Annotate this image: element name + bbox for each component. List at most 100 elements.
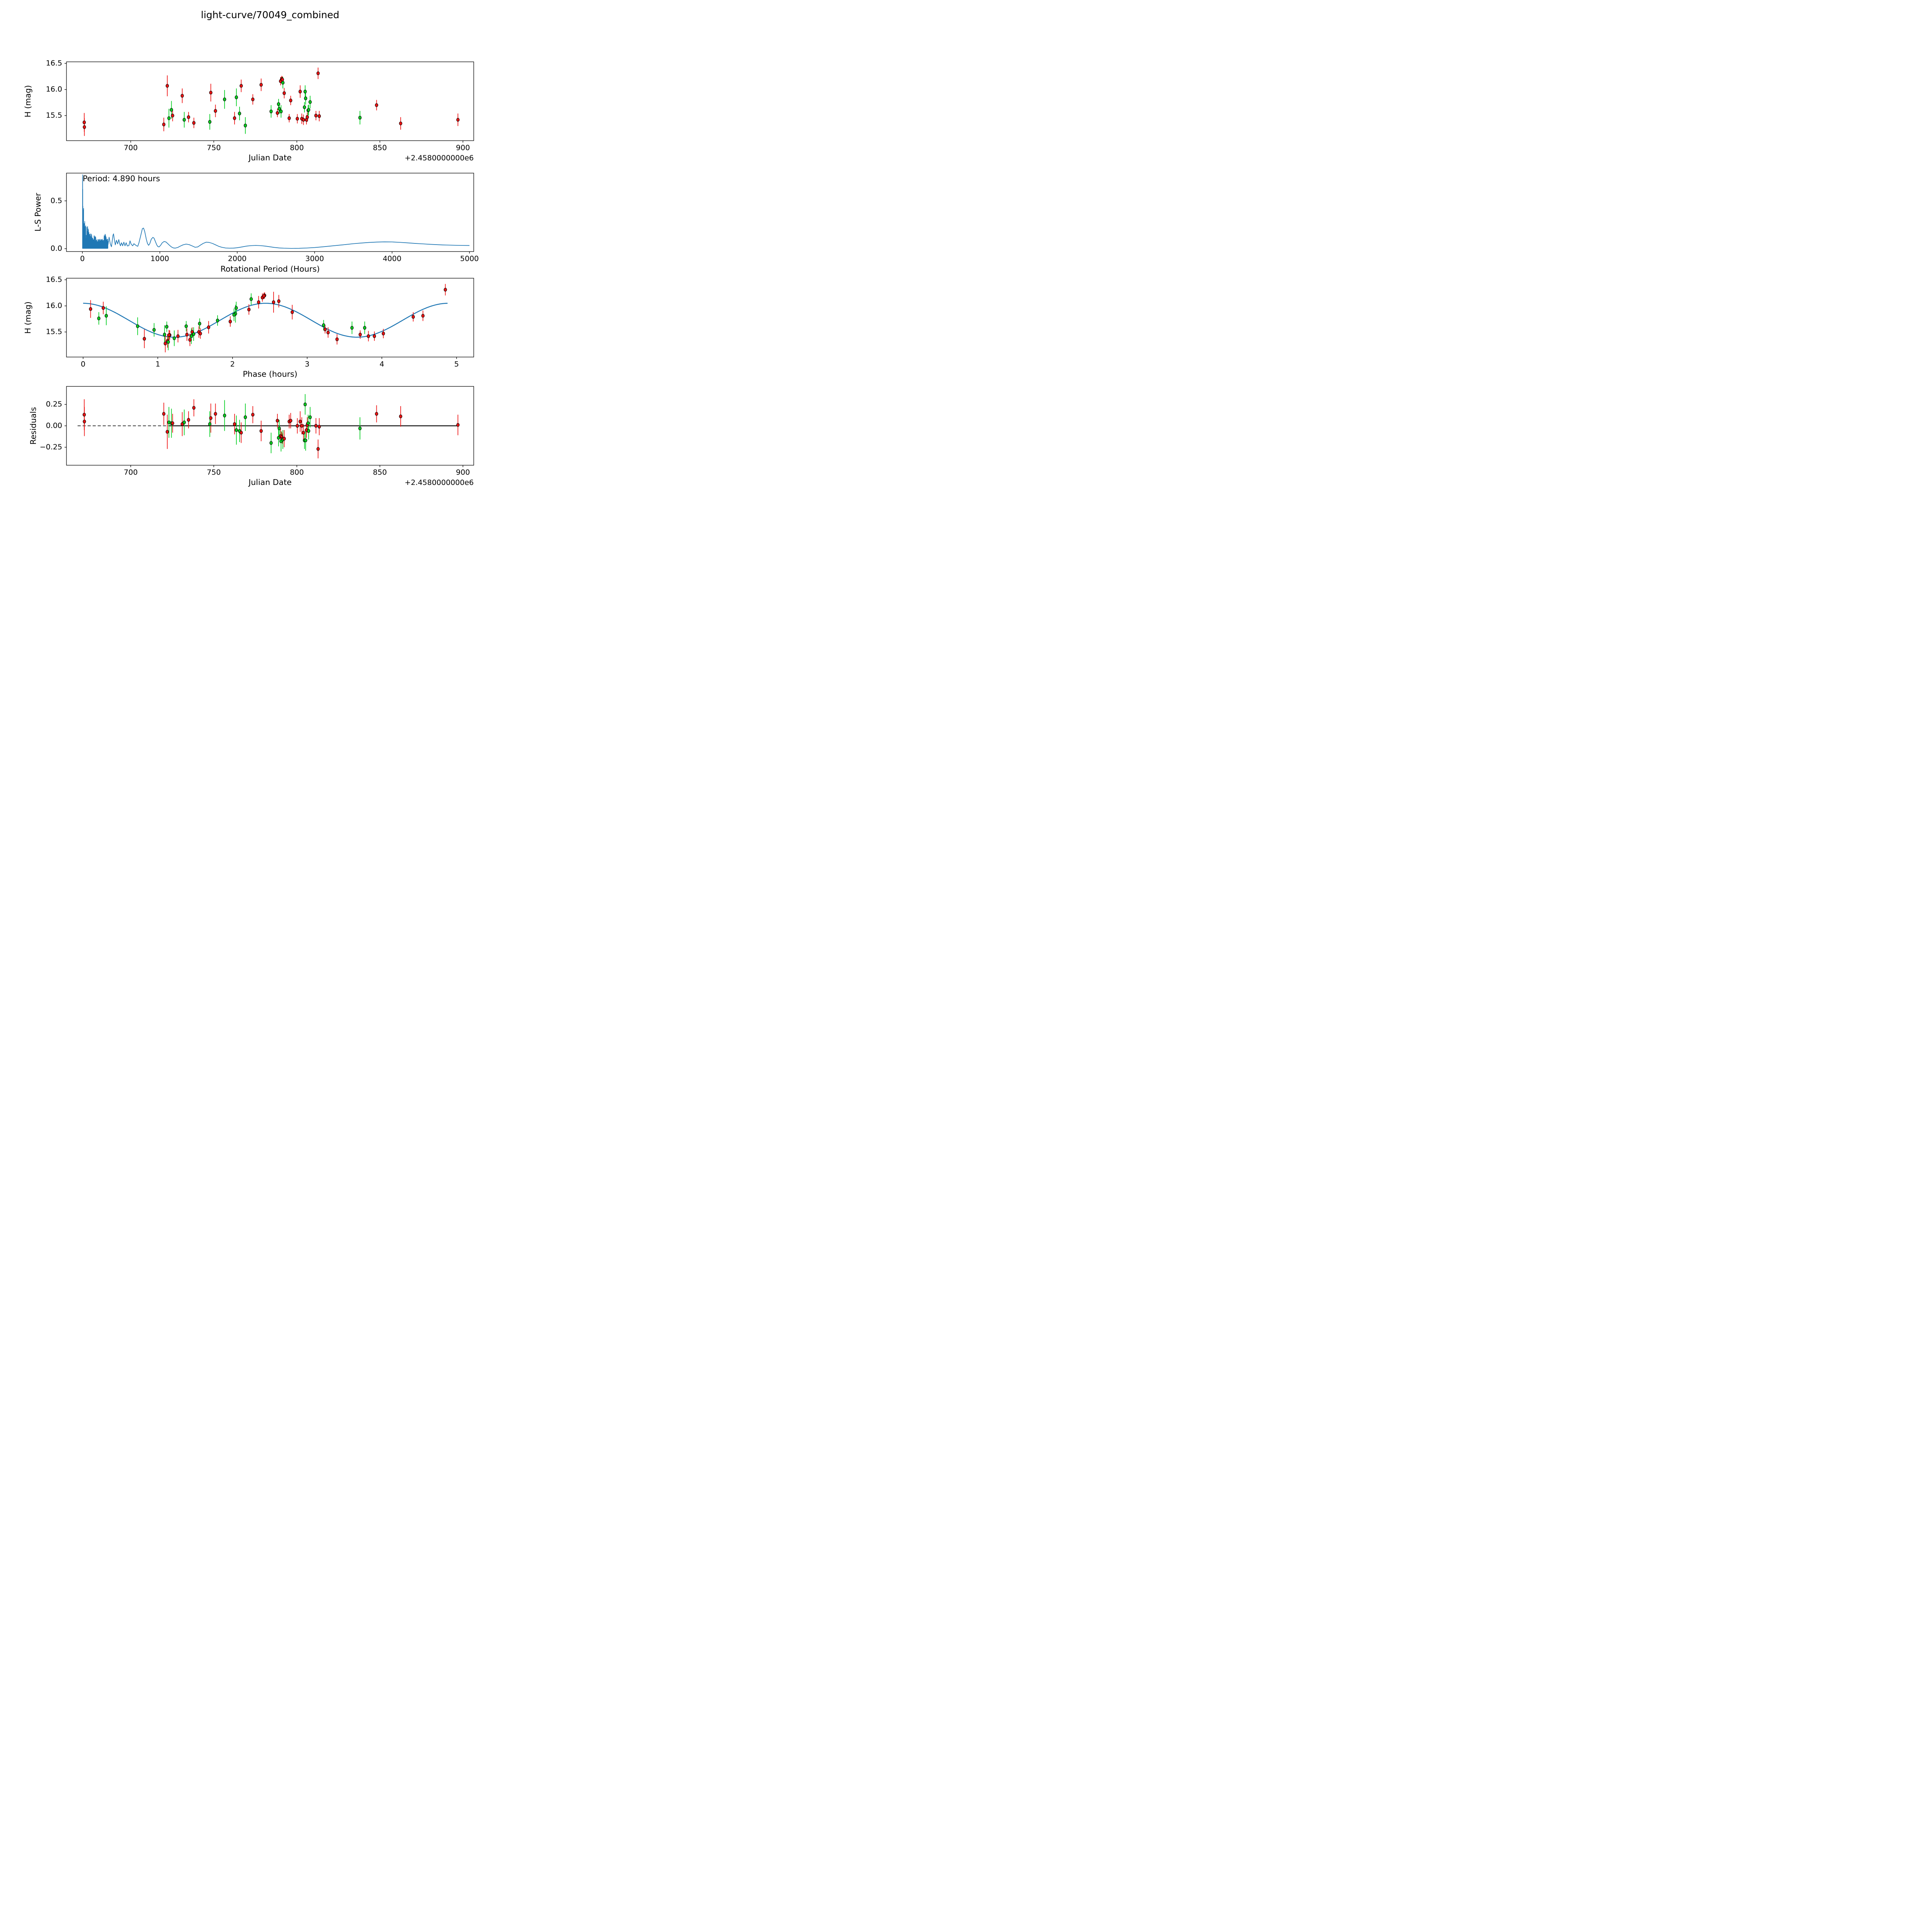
data-point [316, 447, 320, 451]
data-point [208, 120, 212, 124]
data-point [412, 315, 415, 319]
y-tick-label: 0.0 [51, 244, 62, 253]
x-tick-label: 1000 [150, 255, 169, 263]
data-point [289, 99, 293, 102]
x-tick-label: 5000 [460, 255, 479, 263]
data-point [259, 429, 263, 433]
x-axis-label-julian-date-top: Julian Date [248, 153, 292, 162]
data-point [165, 430, 169, 434]
data-point [421, 314, 425, 318]
data-point [180, 94, 184, 98]
data-point [272, 300, 276, 304]
data-point [277, 102, 281, 106]
periodogram-curve [107, 228, 470, 249]
data-point [184, 324, 188, 328]
data-point [257, 300, 260, 304]
x-tick-label: 5 [454, 360, 459, 369]
data-point [187, 418, 190, 422]
data-point [296, 424, 299, 428]
y-tick-label: 15.5 [46, 111, 62, 120]
x-tick-label: 900 [456, 468, 470, 477]
y-tick-label: 16.5 [46, 59, 62, 68]
data-point [176, 334, 180, 338]
data-point [303, 402, 307, 406]
period-annotation: Period: 4.890 hours [83, 174, 160, 183]
data-point [296, 117, 299, 121]
data-point [375, 412, 378, 416]
x-tick-label: 750 [207, 468, 221, 477]
data-point [223, 413, 226, 418]
data-point [171, 421, 174, 425]
phase-folded-plot: 0 1 2 3 4 5 15.5 16.0 16.5 [46, 276, 474, 369]
data-point [279, 109, 283, 114]
axis-ticks: 700 750 800 850 900 −0.25 0.00 0.25 [40, 400, 470, 477]
axis-ticks: 0 1 2 3 4 5 15.5 16.0 16.5 [46, 276, 459, 369]
data-point [97, 316, 100, 320]
data-point [350, 326, 354, 330]
data-point [287, 116, 291, 120]
x-tick-label: 4 [379, 360, 384, 369]
data-point [314, 114, 318, 118]
data-point [259, 83, 263, 87]
y-axis-label-ls-power: L-S Power [33, 193, 43, 231]
y-tick-label: 16.5 [46, 276, 62, 284]
x-tick-label: 0 [81, 360, 85, 369]
data-point [187, 115, 190, 119]
data-point [323, 327, 327, 332]
data-point [307, 108, 310, 112]
data-point [300, 424, 304, 428]
data-point [170, 108, 173, 112]
data-point [358, 116, 362, 120]
error-bars [90, 284, 446, 352]
data-point [172, 336, 176, 340]
data-point [232, 313, 236, 317]
data-point [209, 416, 213, 420]
x-axis-offset-top: +2.4580000000e6 [405, 154, 474, 162]
x-axis-label-julian-date-bottom: Julian Date [248, 478, 292, 487]
data-point [216, 318, 219, 323]
data-point [444, 287, 447, 292]
y-tick-label: 15.5 [46, 328, 62, 336]
plot-area [83, 284, 448, 352]
data-point [235, 306, 238, 310]
data-point [322, 323, 325, 327]
data-point [291, 310, 294, 314]
data-point [199, 332, 202, 336]
x-tick-label: 3 [305, 360, 310, 369]
x-tick-label: 850 [373, 144, 387, 152]
data-point [152, 328, 156, 332]
data-point [372, 334, 376, 338]
data-point [167, 333, 171, 337]
data-point [214, 412, 217, 416]
data-point [192, 406, 196, 410]
y-tick-label: 16.0 [46, 85, 62, 94]
data-point [306, 421, 310, 425]
data-point [302, 430, 305, 435]
data-point [209, 90, 213, 95]
data-point [306, 115, 309, 119]
periodogram-noise-comb [82, 174, 109, 249]
data-point [247, 308, 251, 311]
data-point [188, 338, 192, 342]
periodogram-plot: 0 1000 2000 3000 4000 5000 0.0 0.5 [51, 173, 479, 263]
data-point [381, 332, 385, 336]
data-point [208, 422, 212, 426]
data-point [162, 412, 166, 416]
data-point [251, 97, 255, 102]
y-axis-label-h-mag-phase: H (mag) [23, 301, 32, 334]
axes-frame [66, 278, 474, 357]
y-axis-label-residuals: Residuals [29, 407, 38, 445]
data-point [282, 437, 286, 441]
data-point [192, 332, 196, 336]
error-bars [84, 67, 459, 136]
data-point [167, 116, 171, 120]
data-point [308, 100, 312, 104]
data-point [375, 103, 378, 107]
data-point [358, 426, 362, 430]
data-point [251, 413, 255, 417]
jd-magnitude-plot: 700 750 800 850 900 15.5 16.0 16.5 [46, 59, 474, 152]
data-point [302, 118, 305, 122]
data-point [207, 325, 210, 329]
data-point [83, 420, 86, 423]
figure-title: light-curve/70049_combined [201, 9, 340, 20]
